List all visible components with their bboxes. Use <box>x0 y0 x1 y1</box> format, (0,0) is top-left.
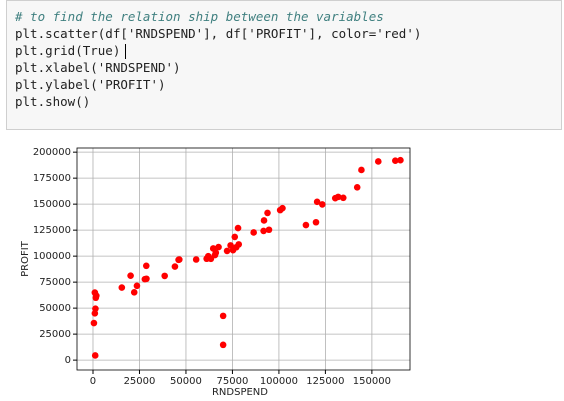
point <box>91 352 99 359</box>
code-line: plt.ylabel('PROFIT') <box>15 77 166 92</box>
code-line: plt.scatter(df['RNDSPEND'], df['PROFIT']… <box>15 26 422 41</box>
point <box>133 282 141 290</box>
point <box>234 224 242 232</box>
code-line: plt.show() <box>15 94 91 109</box>
x-tick-label: 75000 <box>217 376 249 387</box>
x-tick-label: 25000 <box>124 376 156 387</box>
point <box>142 262 150 270</box>
point <box>264 209 271 217</box>
point <box>207 255 215 263</box>
point <box>313 198 321 206</box>
point <box>215 243 222 251</box>
point <box>231 233 239 241</box>
y-axis-label: PROFIT <box>20 240 31 277</box>
point <box>265 226 273 234</box>
point <box>302 221 310 229</box>
point <box>339 194 347 202</box>
point <box>276 206 284 214</box>
point <box>312 218 320 226</box>
point <box>192 256 200 263</box>
x-tick-label: 125000 <box>306 376 344 387</box>
y-tick-label: 0 <box>65 355 71 366</box>
point <box>374 158 382 165</box>
y-tick-label: 75000 <box>39 277 71 288</box>
point <box>141 275 149 283</box>
point <box>260 227 267 235</box>
point <box>130 289 138 296</box>
y-tick-label: 125000 <box>33 225 71 236</box>
point <box>260 217 268 224</box>
point <box>319 201 326 208</box>
code-line: # to find the relation ship between the … <box>15 9 384 24</box>
point <box>358 166 365 174</box>
point <box>90 319 98 327</box>
point <box>250 229 257 236</box>
x-tick-label: 0 <box>90 376 96 387</box>
y-tick-label: 50000 <box>39 303 71 314</box>
x-tick-label: 100000 <box>260 376 298 387</box>
cursor <box>125 44 126 59</box>
y-tick-label: 100000 <box>33 251 71 262</box>
y-tick-label: 175000 <box>33 173 71 184</box>
plot-frame <box>76 147 411 371</box>
x-axis-label: RNDSPEND <box>212 387 268 398</box>
code-line: plt.grid(True) <box>15 43 121 58</box>
x-tick-label: 150000 <box>353 376 391 387</box>
point <box>397 156 404 164</box>
code-line: plt.xlabel('RNDSPEND') <box>15 60 181 75</box>
point <box>92 294 100 302</box>
point <box>171 263 179 270</box>
point <box>118 284 126 291</box>
point <box>91 310 99 317</box>
point <box>392 157 399 164</box>
y-tick-label: 150000 <box>33 199 71 210</box>
point <box>223 247 231 255</box>
y-tick-label: 25000 <box>39 329 71 340</box>
point <box>127 272 134 279</box>
point <box>219 312 227 320</box>
point <box>331 194 339 202</box>
point <box>229 246 237 254</box>
point <box>353 184 361 191</box>
point <box>175 256 182 264</box>
code-cell[interactable]: # to find the relation ship between the … <box>6 0 562 130</box>
x-tick-label: 50000 <box>170 376 202 387</box>
point <box>219 341 227 349</box>
y-tick-label: 200000 <box>33 147 71 158</box>
point <box>161 272 168 280</box>
